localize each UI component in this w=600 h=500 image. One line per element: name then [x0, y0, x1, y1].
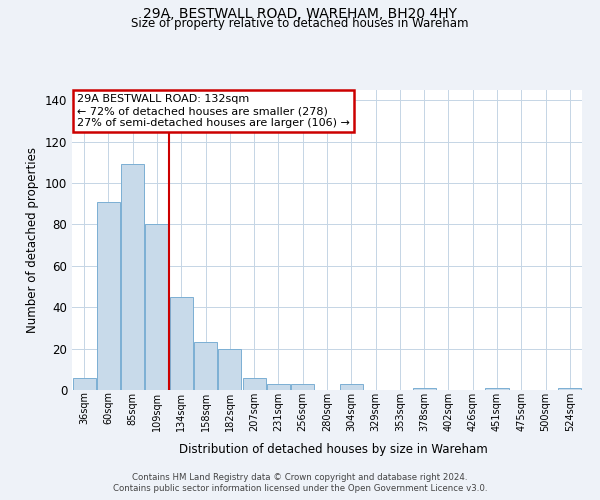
Bar — [145, 224, 169, 390]
Text: Contains HM Land Registry data © Crown copyright and database right 2024.: Contains HM Land Registry data © Crown c… — [132, 472, 468, 482]
Bar — [340, 384, 363, 390]
Bar — [559, 388, 581, 390]
Bar — [485, 388, 509, 390]
Y-axis label: Number of detached properties: Number of detached properties — [26, 147, 39, 333]
Bar — [242, 378, 266, 390]
Bar — [267, 384, 290, 390]
Bar — [413, 388, 436, 390]
Bar — [97, 202, 120, 390]
Text: 29A, BESTWALL ROAD, WAREHAM, BH20 4HY: 29A, BESTWALL ROAD, WAREHAM, BH20 4HY — [143, 8, 457, 22]
Bar — [194, 342, 217, 390]
Bar — [291, 384, 314, 390]
Bar — [73, 378, 95, 390]
Bar — [170, 297, 193, 390]
Text: Distribution of detached houses by size in Wareham: Distribution of detached houses by size … — [179, 442, 487, 456]
Text: Contains public sector information licensed under the Open Government Licence v3: Contains public sector information licen… — [113, 484, 487, 493]
Text: 29A BESTWALL ROAD: 132sqm
← 72% of detached houses are smaller (278)
27% of semi: 29A BESTWALL ROAD: 132sqm ← 72% of detac… — [77, 94, 350, 128]
Bar — [121, 164, 144, 390]
Bar — [218, 348, 241, 390]
Text: Size of property relative to detached houses in Wareham: Size of property relative to detached ho… — [131, 18, 469, 30]
